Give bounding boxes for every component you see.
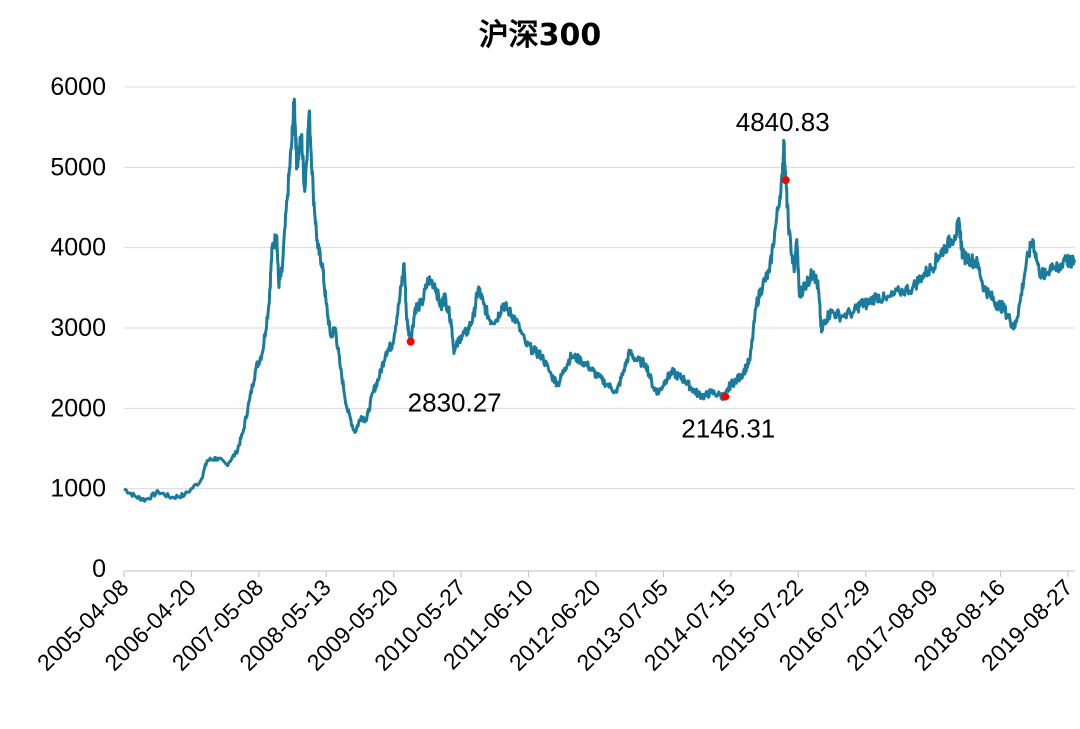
chart-title: 沪深300 [479, 18, 602, 53]
annotation-markers: 2830.27 2146.31 4840.83 [406, 107, 830, 444]
annotation-label: 2830.27 [408, 388, 502, 418]
y-tick-label: 2000 [50, 394, 106, 422]
series-group [123, 97, 1076, 503]
annotation-label: 2146.31 [681, 414, 775, 444]
annotation-label: 4840.83 [736, 107, 830, 137]
y-axis-ticks: 0 1000 2000 3000 4000 5000 6000 [50, 73, 106, 583]
y-tick-label: 3000 [50, 314, 106, 342]
y-tick-label: 6000 [50, 73, 106, 101]
y-tick-label: 0 [92, 555, 106, 583]
series-line [123, 97, 1076, 503]
y-tick-label: 4000 [50, 234, 106, 262]
y-tick-label: 5000 [50, 153, 106, 181]
annotation-marker [781, 176, 790, 185]
annotation-marker [406, 337, 415, 346]
y-tick-label: 1000 [50, 475, 106, 503]
x-axis-ticks: 2005-04-082006-04-202007-05-082008-05-13… [32, 571, 1078, 676]
annotation-marker [721, 392, 730, 401]
